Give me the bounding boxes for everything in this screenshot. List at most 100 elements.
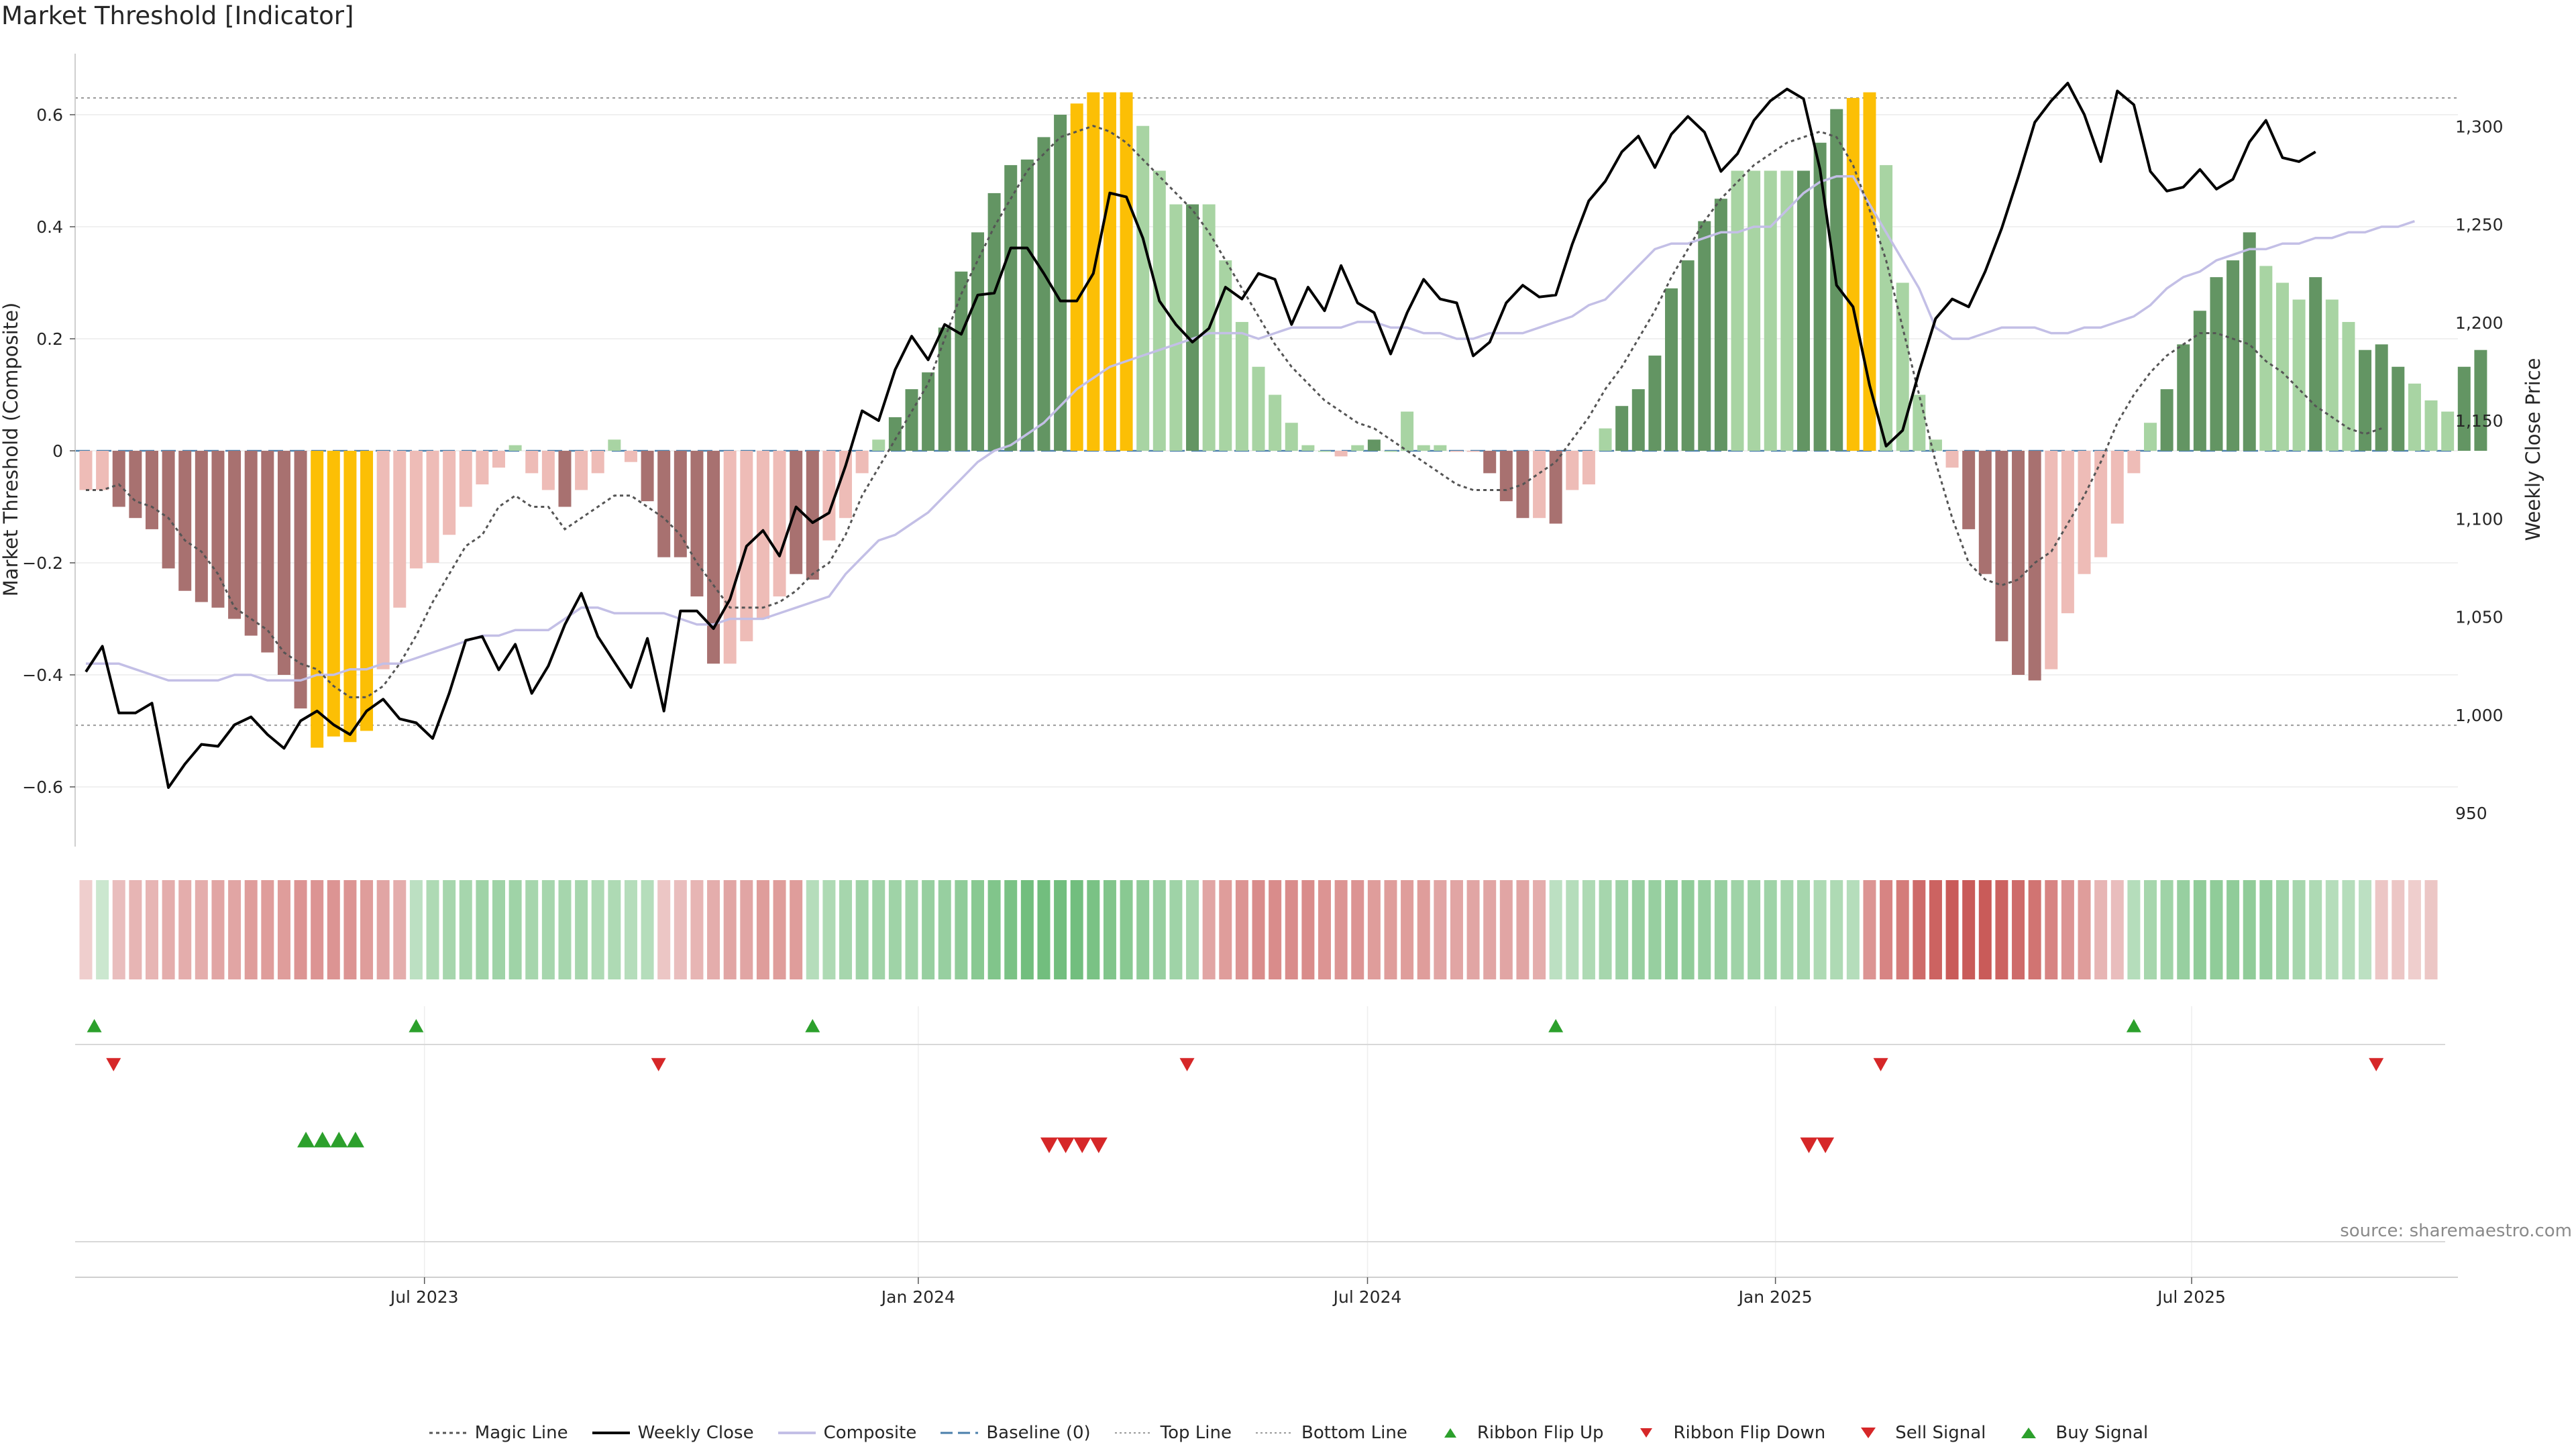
ribbon-cell [2392, 880, 2405, 979]
composite-bar [1434, 445, 1447, 451]
ribbon-cell [872, 880, 885, 979]
ribbon-cell [822, 880, 836, 979]
composite-bar [2028, 451, 2041, 681]
y-tick-label: 0.4 [36, 217, 63, 237]
ribbon-cell [1499, 880, 1513, 979]
composite-bar [1780, 170, 1794, 451]
legend-item: Magic Line [428, 1423, 568, 1443]
composite-bar [2160, 389, 2174, 451]
legend-item: Ribbon Flip Up [1430, 1423, 1603, 1443]
composite-bar [2325, 299, 2339, 451]
composite-bar [2226, 260, 2240, 451]
ribbon-flip-up-marker [2126, 1019, 2141, 1032]
ribbon-cell [1334, 880, 1348, 979]
composite-bar [1152, 170, 1166, 451]
composite-bar [1631, 389, 1645, 451]
composite-bar [690, 451, 704, 597]
composite-bar [575, 451, 588, 490]
composite-bar [1037, 137, 1051, 451]
composite-bar [1004, 165, 1018, 451]
composite-bar [393, 451, 407, 608]
ribbon-cell [1962, 880, 1976, 979]
composite-bar [476, 451, 489, 485]
composite-bar [360, 451, 374, 731]
ribbon-cell [608, 880, 621, 979]
legend-label: Bottom Line [1301, 1422, 1407, 1443]
ribbon-cell [806, 880, 819, 979]
composite-bar [806, 451, 819, 580]
date-axis: Jul 2023 Jan 2024 Jul 2024 Jan 2025 Jul 2025 [75, 1277, 2458, 1307]
ribbon-cell [1913, 880, 1926, 979]
ribbon-cell [1665, 880, 1678, 979]
ribbon-cell [1731, 880, 1744, 979]
ribbon-cell [459, 880, 472, 979]
ribbon-cell [1764, 880, 1777, 979]
ribbon-cell [2177, 880, 2190, 979]
ribbon-cell [690, 880, 704, 979]
ribbon-cell [211, 880, 225, 979]
ribbon-cell [1269, 880, 1282, 979]
composite-bar [261, 451, 274, 653]
composite-bar [1731, 170, 1744, 451]
composite-bar [525, 451, 539, 474]
ribbon-cell [1681, 880, 1695, 979]
composite-bar [277, 451, 290, 675]
composite-bar [145, 451, 158, 529]
composite-bar [1978, 451, 1992, 574]
composite-bar [1351, 445, 1364, 451]
ribbon-cell [1450, 880, 1463, 979]
ribbon-cell [987, 880, 1001, 979]
ribbon-cell [575, 880, 588, 979]
ribbon-cell [277, 880, 290, 979]
ribbon-cell [2424, 880, 2438, 979]
ribbon-cell [1120, 880, 1133, 979]
composite-bar [558, 451, 572, 507]
y-tick-label: 0.2 [36, 329, 63, 349]
ribbon-cell [1566, 880, 1579, 979]
composite-bar [2259, 266, 2273, 451]
legend-item: Top Line [1114, 1423, 1232, 1443]
series-lines [85, 81, 2415, 789]
sell-signal-marker [1089, 1137, 1108, 1153]
ribbon-cell [2045, 880, 2058, 979]
composite-bar [1120, 92, 1133, 451]
y2-tick-label: 1,250 [2455, 215, 2504, 235]
ribbon-cell [674, 880, 687, 979]
ribbon-cell [1351, 880, 1364, 979]
composite-bar [376, 451, 390, 669]
composite-bar [244, 451, 258, 636]
solid-line-icon [592, 1432, 630, 1434]
ribbon-cell [641, 880, 654, 979]
composite-bar [1615, 406, 1629, 451]
ribbon-cell [1384, 880, 1397, 979]
ribbon-cell [1830, 880, 1843, 979]
composite-bar [1566, 451, 1579, 490]
ribbon-cell [360, 880, 374, 979]
ribbon-cell [525, 880, 539, 979]
composite-bar [1103, 92, 1116, 451]
legend-item: Bottom Line [1254, 1423, 1407, 1443]
ribbon-cell [2243, 880, 2256, 979]
composite-bar [773, 451, 786, 597]
weekly-close-line [85, 81, 2316, 789]
composite-bar [922, 372, 935, 451]
composite-bar [1796, 170, 1810, 451]
ribbon-cell [145, 880, 158, 979]
ribbon-cell [1285, 880, 1298, 979]
composite-bar [1648, 356, 1662, 451]
composite-bar [2061, 451, 2074, 614]
ribbon-cell [971, 880, 984, 979]
composite-bars [79, 92, 2487, 748]
legend-label: Top Line [1160, 1422, 1232, 1443]
y2-tick-label: 1,300 [2455, 117, 2504, 136]
legend: Magic Line Weekly Close Composite Baseline … [0, 1422, 2576, 1443]
composite-bar [541, 451, 555, 490]
ribbon-cell [2359, 880, 2372, 979]
ribbon-cell [1780, 880, 1794, 979]
composite-bar [657, 451, 671, 557]
ribbon-cell [1169, 880, 1183, 979]
ribbon-cell [2144, 880, 2157, 979]
red-down-triangle-large-icon [1861, 1428, 1876, 1438]
composite-bar [2210, 277, 2223, 451]
composite-bar [1334, 451, 1348, 457]
